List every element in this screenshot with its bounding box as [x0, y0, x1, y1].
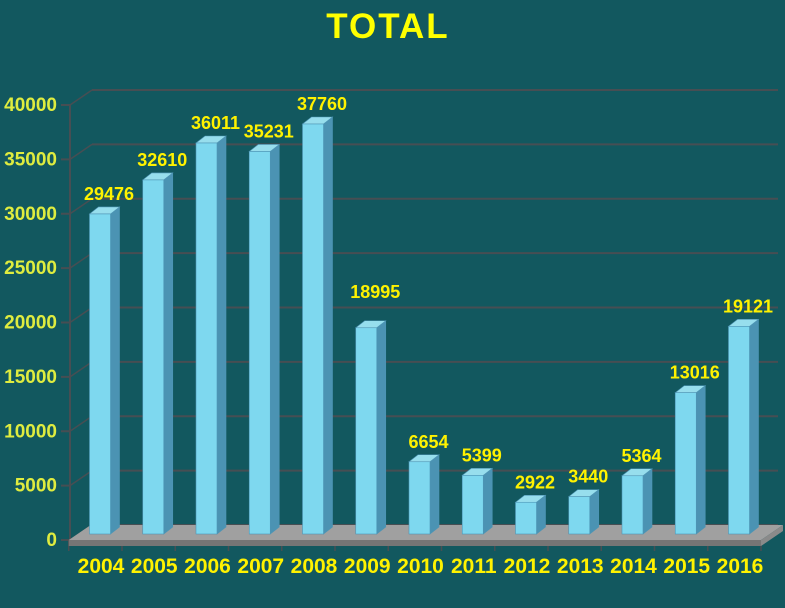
bar-2007[interactable] — [248, 143, 281, 535]
bar-side-face — [589, 489, 600, 535]
x-axis-label-2006: 2006 — [184, 555, 231, 578]
bars — [88, 116, 760, 535]
bar-side-face — [749, 318, 759, 535]
bar-front-face — [674, 392, 697, 535]
y-axis-label-15000: 15000 — [4, 367, 57, 388]
y-axis-label-35000: 35000 — [4, 149, 57, 170]
value-label-2006: 36011 — [191, 113, 240, 133]
bar-2010[interactable] — [408, 454, 440, 535]
value-label-2008: 37760 — [297, 94, 347, 114]
value-label-2005: 32610 — [137, 150, 187, 170]
x-axis-label-2009: 2009 — [344, 555, 391, 578]
y-axis-label-30000: 30000 — [4, 204, 57, 225]
value-label-2013: 3440 — [568, 467, 608, 487]
bar-side-face — [429, 454, 440, 535]
x-axis-label-2016: 2016 — [717, 555, 764, 578]
bar-2004[interactable] — [88, 206, 121, 535]
y-axis-label-40000: 40000 — [4, 95, 57, 116]
bar-2006[interactable] — [195, 135, 227, 535]
y-axis-label-0: 0 — [46, 530, 57, 551]
y-axis-label-5000: 5000 — [15, 476, 57, 497]
gridline-depth-15000 — [69, 361, 93, 378]
x-axis-label-2005: 2005 — [131, 555, 178, 578]
floor-side-face — [761, 525, 783, 546]
bar-front-face — [355, 327, 378, 535]
value-label-2016: 19121 — [723, 296, 773, 316]
gridline-depth-5000 — [69, 470, 93, 487]
bar-front-face — [302, 123, 324, 535]
bar-2012[interactable] — [514, 494, 547, 535]
gridline-depth-35000 — [69, 143, 93, 160]
bar-2011[interactable] — [461, 467, 494, 535]
x-axis-labels: 2004 2005 2006 2007 2008 2009 2010 2011 2012 2013… — [78, 555, 764, 578]
y-axis-labels: 0 5000 10000 15000 20000 25000 30000 35000 40000 — [4, 95, 57, 551]
bar-side-face — [642, 468, 653, 535]
bar-2009[interactable] — [354, 320, 387, 535]
value-label-2010: 6654 — [408, 432, 448, 452]
bar-2013[interactable] — [567, 489, 600, 535]
bar-side-face — [482, 467, 493, 535]
value-label-2014: 5364 — [621, 446, 661, 466]
gridline-depth-40000 — [69, 89, 93, 106]
x-axis-label-2007: 2007 — [237, 555, 284, 578]
gridline-depth-30000 — [69, 198, 93, 215]
bar-2016[interactable] — [727, 318, 760, 535]
value-label-2007: 35231 — [244, 121, 294, 141]
y-axis-label-20000: 20000 — [4, 313, 57, 334]
bar-2005[interactable] — [141, 172, 174, 535]
gridline-depth-25000 — [69, 252, 93, 269]
bar-front-face — [89, 213, 111, 535]
x-axis-label-2014: 2014 — [610, 555, 657, 578]
bar-side-face — [695, 385, 706, 535]
value-label-2015: 13016 — [670, 363, 720, 383]
bar-side-face — [216, 135, 227, 535]
bar-2014[interactable] — [621, 468, 653, 535]
x-axis-label-2010: 2010 — [397, 555, 444, 578]
y-axis-label-10000: 10000 — [4, 421, 57, 442]
x-axis-label-2011: 2011 — [451, 555, 497, 578]
bar-front-face — [568, 496, 591, 535]
bar-side-face — [376, 320, 387, 535]
floor-front-face — [68, 540, 761, 546]
bar-side-face — [269, 143, 280, 535]
bar-front-face — [142, 179, 165, 535]
bar-front-face — [408, 461, 431, 535]
x-axis-label-2004: 2004 — [78, 555, 125, 578]
bar-front-face — [195, 142, 218, 535]
y-axis-label-25000: 25000 — [4, 258, 57, 279]
bar-front-face — [248, 151, 271, 535]
x-axis-label-2015: 2015 — [663, 555, 710, 578]
x-axis-label-2008: 2008 — [291, 555, 338, 578]
bar-front-face — [515, 501, 537, 535]
gridline-depth-20000 — [69, 306, 93, 324]
bar-front-face — [461, 475, 484, 535]
bar-front-face — [621, 475, 644, 535]
bar-2015[interactable] — [674, 385, 707, 535]
value-label-2009: 18995 — [350, 282, 400, 302]
gridline-depth-10000 — [69, 415, 93, 432]
value-label-2004: 29476 — [84, 184, 134, 204]
bar-side-face — [110, 206, 120, 535]
value-label-2012: 2922 — [515, 472, 555, 492]
bar-side-face — [323, 116, 333, 535]
value-label-2011: 5399 — [462, 445, 502, 465]
bar-2008[interactable] — [301, 116, 334, 535]
x-axis-label-2012: 2012 — [504, 555, 551, 578]
bar-front-face — [728, 326, 750, 535]
bar-side-face — [163, 172, 174, 535]
chart-title: TOTAL — [326, 7, 449, 46]
x-axis-label-2013: 2013 — [557, 555, 604, 578]
